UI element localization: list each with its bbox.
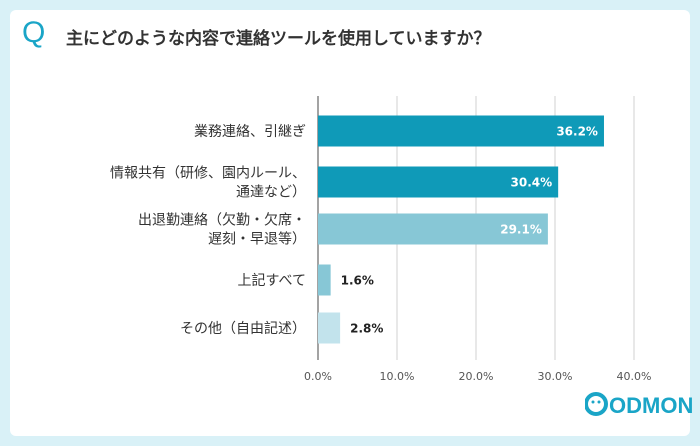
question-mark: Q [22, 16, 46, 49]
x-tick-label: 0.0% [304, 370, 332, 383]
x-tick-label: 10.0% [380, 370, 415, 383]
logo-text: ODMON [609, 393, 693, 418]
category-label: 業務連絡、引継ぎ [194, 124, 306, 140]
category-label: 情報共有（研修、園内ルール、 [110, 166, 306, 182]
bar [318, 166, 559, 198]
bar [318, 213, 548, 245]
x-tick-label: 40.0% [617, 370, 652, 383]
category-label: 出退勤連絡（欠勤・欠席・ [138, 213, 306, 229]
data-label: 36.2% [556, 125, 598, 139]
x-tick-label: 30.0% [538, 370, 573, 383]
category-label: 通達など） [236, 185, 306, 201]
codmon-logo: ODMON [584, 389, 695, 426]
category-label: 遅刻・早退等） [208, 231, 306, 248]
data-label: 2.8% [350, 322, 383, 336]
category-label: 上記すべて [238, 272, 306, 289]
question-title: 主にどのような内容で連絡ツールを使用していますか？ [66, 29, 491, 49]
data-label: 29.1% [500, 223, 542, 237]
bar [318, 115, 604, 147]
bars: 36.2% 30.4% 29.1% 1.6% 2.8% [318, 115, 604, 344]
data-label: 1.6% [341, 274, 374, 288]
x-tick-label: 20.0% [459, 370, 494, 383]
bar [318, 264, 331, 296]
codmon-logo-mark: ODMON [584, 392, 693, 418]
category-label: その他（自由記述） [180, 320, 306, 337]
x-tick-labels: 0.0% 10.0% 20.0% 30.0% 40.0% [304, 370, 651, 383]
data-label: 30.4% [511, 176, 553, 190]
bar [318, 312, 341, 344]
